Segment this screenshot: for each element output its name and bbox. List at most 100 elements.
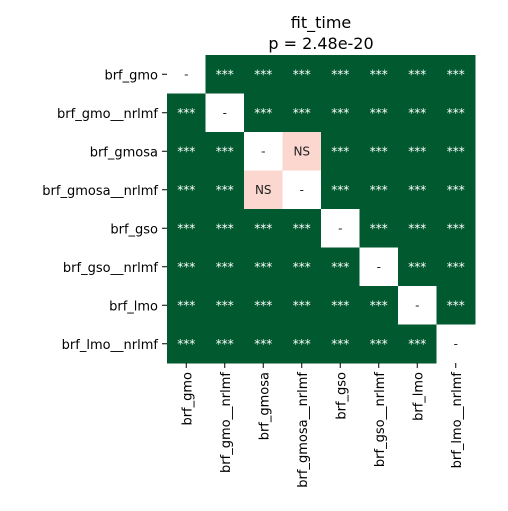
cell-label: *** (254, 67, 272, 81)
cell-label: - (377, 260, 381, 274)
heatmap-cell (244, 93, 283, 133)
cell-label: *** (370, 106, 388, 120)
cell-label: *** (370, 67, 388, 81)
heatmap-cell (244, 55, 283, 94)
heatmap-cell (282, 132, 322, 171)
heatmap-cell (436, 286, 476, 325)
heatmap-cell (398, 55, 437, 94)
chart-subtitle: p = 2.48e-20 (268, 34, 373, 53)
cell-label: *** (216, 260, 234, 274)
cell-label: - (338, 221, 342, 235)
cell-label: *** (216, 221, 234, 235)
chart-title: fit_time (291, 13, 352, 33)
heatmap-cell (244, 132, 283, 171)
cell-label: *** (216, 337, 234, 351)
heatmap-cell (282, 324, 322, 364)
cell-label: *** (216, 183, 234, 197)
y-tick-label: brf_gso__nrlmf (63, 261, 159, 276)
y-axis-ticks: brf_gmo brf_gmo__nrlmf brf_gmosa brf_gmosa_… (42, 68, 167, 353)
heatmap-cell (398, 247, 437, 287)
y-tick-label: brf_lmo__nrlmf (62, 338, 159, 353)
heatmap-cell (167, 132, 206, 171)
cell-label: *** (331, 67, 349, 81)
heatmap-cell (244, 286, 283, 325)
heatmap-cell (205, 132, 245, 171)
cell-label: NS (293, 144, 310, 158)
cell-label: *** (177, 106, 195, 120)
heatmap-cell (244, 324, 283, 364)
cell-label: *** (331, 183, 349, 197)
heatmap-cell (436, 93, 476, 133)
cell-label: *** (254, 106, 272, 120)
heatmap-cell (282, 247, 322, 287)
heatmap-cell (282, 209, 322, 248)
heatmap-cell (359, 93, 399, 133)
cell-label: *** (216, 144, 234, 158)
heatmap-cell (282, 93, 322, 133)
cell-label: *** (408, 260, 426, 274)
heatmap-cell (398, 324, 437, 364)
heatmap-cell (436, 132, 476, 171)
y-tick-label: brf_gso (110, 222, 158, 237)
x-tick-label: brf_lmo__nrlmf (450, 372, 465, 469)
heatmap-cell (359, 324, 399, 364)
heatmap-cells: - *** *** *** *** *** *** *** *** - *** *** *** *** **… (167, 55, 476, 364)
heatmap-cell (282, 286, 322, 325)
cell-label: *** (177, 221, 195, 235)
cell-label: *** (447, 221, 465, 235)
cell-label: *** (408, 67, 426, 81)
cell-label: *** (370, 298, 388, 312)
y-tick-label: brf_gmo (104, 68, 158, 83)
heatmap-cell (321, 324, 360, 364)
cell-label: *** (408, 221, 426, 235)
heatmap-cell (321, 286, 360, 325)
cell-label: *** (408, 337, 426, 351)
heatmap-cell (205, 324, 245, 364)
x-tick-label: brf_gmo__nrlmf (219, 372, 234, 473)
heatmap-cell (205, 209, 245, 248)
cell-label: *** (408, 144, 426, 158)
x-axis-ticks: brf_gmo brf_gmo__nrlmf brf_gmosa brf_gmosa_… (180, 363, 465, 488)
heatmap-cell (205, 55, 245, 94)
heatmap-cell (205, 93, 245, 133)
cell-label: *** (331, 106, 349, 120)
cell-label: *** (447, 183, 465, 197)
heatmap-cell (321, 170, 360, 210)
heatmap-cell (167, 286, 206, 325)
cell-label: *** (293, 298, 311, 312)
cell-label: *** (293, 221, 311, 235)
cell-label: *** (177, 183, 195, 197)
heatmap-cell (436, 247, 476, 287)
cell-label: - (223, 106, 227, 120)
heatmap-cell (167, 324, 206, 364)
cell-label: *** (177, 337, 195, 351)
cell-label: - (300, 183, 304, 197)
cell-label: *** (408, 106, 426, 120)
heatmap-cell (398, 286, 437, 325)
heatmap-cell (167, 93, 206, 133)
cell-label: NS (255, 183, 272, 197)
heatmap-cell (321, 209, 360, 248)
heatmap-cell (321, 55, 360, 94)
heatmap-cell (167, 55, 206, 94)
cell-label: *** (216, 298, 234, 312)
heatmap-cell (282, 170, 322, 210)
cell-label: *** (408, 183, 426, 197)
cell-label: *** (177, 260, 195, 274)
cell-label: *** (331, 298, 349, 312)
heatmap-cell (167, 209, 206, 248)
x-tick-label: brf_gso (334, 372, 349, 420)
y-tick-label: brf_gmosa__nrlmf (42, 184, 158, 199)
cell-label: *** (331, 144, 349, 158)
heatmap-cell (321, 247, 360, 287)
heatmap-cell (436, 170, 476, 210)
cell-label: *** (254, 298, 272, 312)
heatmap-cell (244, 170, 283, 210)
heatmap-cell (398, 93, 437, 133)
cell-label: *** (293, 67, 311, 81)
heatmap-cell (436, 55, 476, 94)
cell-label: - (184, 67, 188, 81)
cell-label: - (415, 298, 419, 312)
y-tick-label: brf_gmosa (90, 145, 158, 160)
